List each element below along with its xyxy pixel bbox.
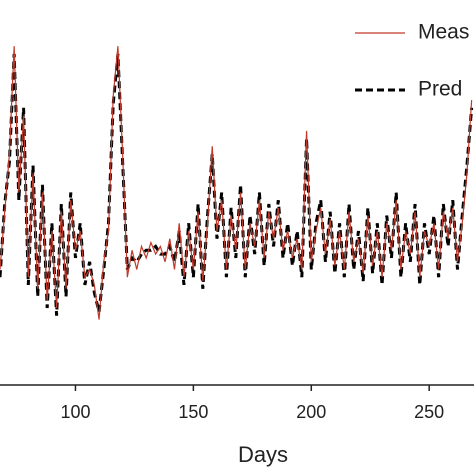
x-tick-label: 100 bbox=[60, 402, 90, 422]
legend-label: Meas bbox=[418, 21, 469, 44]
x-tick-label: 250 bbox=[414, 402, 444, 422]
series-line bbox=[0, 46, 473, 320]
series-line bbox=[0, 53, 474, 316]
x-tick-label: 200 bbox=[296, 402, 326, 422]
x-tick-label: 150 bbox=[178, 402, 208, 422]
x-axis-label: Days bbox=[238, 442, 288, 467]
legend-label: Pred bbox=[418, 78, 462, 101]
